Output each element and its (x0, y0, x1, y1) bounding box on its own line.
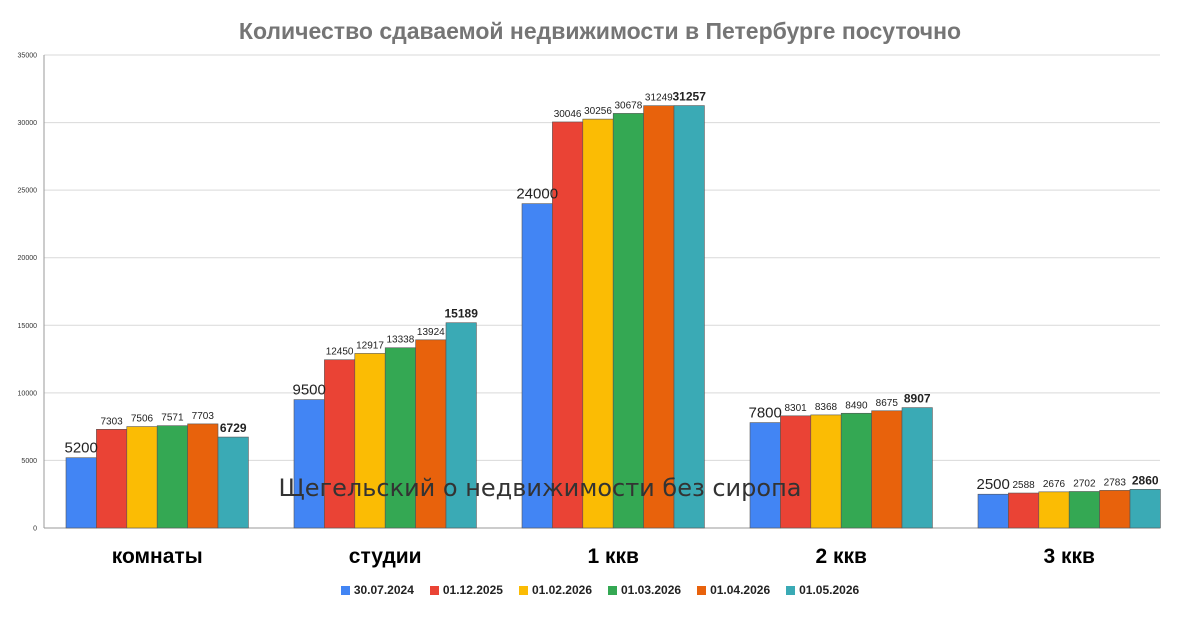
data-label: 2860 (1132, 473, 1159, 487)
category-label: 3 ккв (1043, 545, 1095, 568)
data-label: 8907 (904, 392, 931, 406)
data-label: 2783 (1104, 477, 1127, 488)
bar (1129, 489, 1161, 529)
legend-swatch (697, 585, 707, 595)
bar (977, 493, 1009, 529)
category-label: 2 ккв (815, 545, 867, 568)
legend-swatch (429, 585, 439, 595)
bar (840, 412, 872, 529)
data-label: 6729 (220, 421, 247, 435)
bar (1008, 492, 1040, 529)
y-tick-label: 10000 (18, 390, 38, 397)
data-label: 30678 (614, 100, 642, 111)
data-label: 8368 (815, 402, 838, 413)
bar (1068, 491, 1100, 529)
legend: 30.07.2024 01.12.2025 01.02.2026 01.03.2026… (0, 583, 1200, 597)
data-label: 2702 (1073, 478, 1096, 489)
bar (901, 407, 933, 529)
bar (643, 105, 675, 529)
bar (156, 425, 188, 529)
data-label: 7800 (749, 405, 782, 422)
bar (1038, 491, 1070, 529)
bar (217, 436, 249, 529)
y-axis-ticks: 0 5000 10000 15000 20000 25000 30000 35000 (18, 53, 38, 533)
data-label: 31257 (673, 90, 707, 104)
y-tick-label: 5000 (21, 458, 37, 465)
legend-swatch (608, 585, 617, 595)
data-label: 9500 (293, 382, 326, 399)
data-label: 13338 (386, 335, 414, 346)
legend-label: 30.07.2024 (353, 583, 414, 597)
y-tick-label: 0 (33, 526, 37, 533)
legend-item: 30.07.2024 (340, 583, 414, 597)
bar (521, 203, 553, 529)
bar (384, 347, 416, 529)
legend-swatch (340, 585, 350, 595)
data-label: 12917 (356, 340, 384, 351)
data-label: 7506 (131, 414, 154, 425)
category-label: 1 ккв (587, 545, 639, 568)
category-label: комнаты (112, 545, 203, 568)
data-label: 8490 (845, 400, 868, 411)
bar (552, 121, 584, 529)
watermark-annotation: Щегельский о недвижимости без сиропа (279, 474, 802, 502)
bar (1099, 490, 1131, 529)
data-label: 7303 (100, 416, 123, 427)
y-tick-label: 20000 (18, 255, 38, 262)
bar (445, 322, 477, 529)
bar (96, 429, 128, 529)
data-label: 31249 (645, 93, 673, 104)
legend-item: 01.04.2026 (697, 583, 770, 597)
legend-label: 01.12.2025 (442, 583, 503, 597)
data-label: 5200 (65, 440, 98, 457)
legend-item: 01.12.2025 (429, 583, 503, 597)
data-label: 30046 (554, 109, 582, 120)
legend-swatch (518, 585, 528, 595)
bar (293, 399, 325, 529)
y-tick-label: 30000 (18, 120, 38, 127)
data-label: 24000 (516, 186, 558, 203)
bar (65, 457, 97, 529)
y-tick-label: 15000 (18, 323, 38, 330)
legend-item: 01.05.2026 (786, 583, 859, 597)
data-label: 7571 (161, 413, 184, 424)
legend-swatch (786, 585, 796, 595)
legend-item: 01.02.2026 (518, 583, 592, 597)
bar (749, 422, 781, 529)
data-label: 12450 (326, 347, 354, 358)
bar (673, 105, 705, 529)
y-tick-label: 25000 (18, 188, 38, 195)
bar (810, 414, 842, 529)
bar (126, 426, 158, 529)
chart-title: Количество сдаваемой недвижимости в Пете… (238, 18, 962, 44)
bar (187, 423, 219, 529)
data-label: 15189 (445, 307, 479, 321)
bar (582, 118, 614, 529)
y-tick-label: 35000 (18, 53, 38, 60)
bar (415, 339, 447, 529)
legend-label: 01.04.2026 (710, 583, 771, 597)
data-label: 2676 (1043, 479, 1066, 490)
x-axis-categories: комнаты студии 1 ккв 2 ккв 3 ккв (112, 545, 1095, 568)
data-label: 2500 (977, 476, 1010, 493)
bar (780, 415, 812, 529)
data-label: 30256 (584, 106, 612, 117)
legend-label: 01.02.2026 (531, 583, 592, 597)
legend-label: 01.03.2026 (621, 583, 682, 597)
data-label: 2588 (1012, 480, 1035, 491)
bar (354, 353, 386, 529)
bar (612, 113, 644, 529)
bars (65, 105, 1161, 529)
legend-label: 01.05.2026 (799, 583, 860, 597)
data-label: 13924 (417, 327, 445, 338)
legend-item: 01.03.2026 (608, 583, 681, 597)
data-label: 8301 (784, 403, 807, 414)
category-label: студии (349, 545, 422, 568)
bar (871, 410, 903, 529)
data-label: 7703 (192, 411, 215, 422)
data-label: 8675 (876, 398, 899, 409)
bar (324, 359, 356, 529)
